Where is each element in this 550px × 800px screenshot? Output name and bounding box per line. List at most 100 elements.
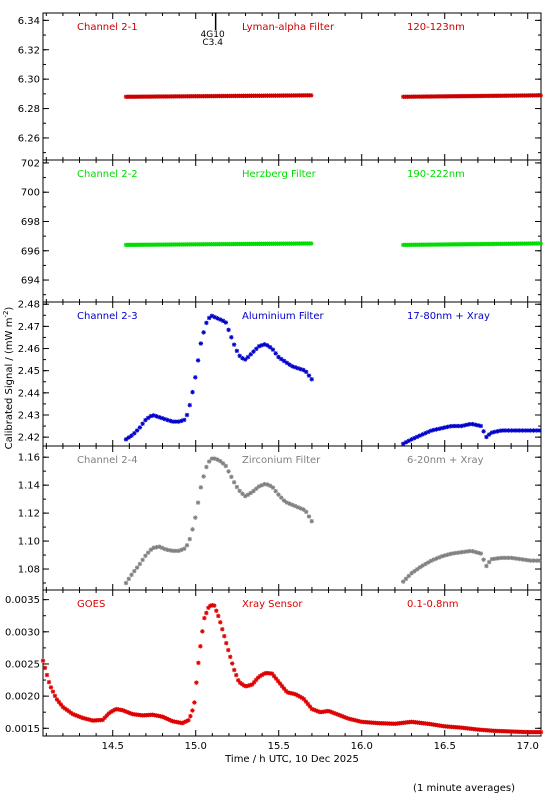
data-point [140, 557, 145, 563]
data-point [190, 708, 195, 713]
data-point [486, 559, 492, 565]
filter-label: Herzberg Filter [242, 169, 317, 180]
panel-1: 6.26 6.28 6.30 6.32 6.34 Channel 2-1 Lyman-alp… [18, 12, 543, 161]
data-point [251, 349, 256, 354]
data-point [245, 354, 251, 360]
x-axis-label: Time / h UTC, 10 Dec 2025 [224, 754, 359, 765]
channel-label: GOES [77, 599, 105, 610]
data-point [192, 700, 197, 705]
data-point [151, 545, 156, 551]
data-point [229, 335, 234, 340]
y-tick-label: 702 [21, 158, 40, 169]
data-point [201, 330, 206, 335]
data-point [226, 469, 231, 474]
data-point [168, 418, 173, 424]
y-tick-label: 696 [21, 246, 40, 257]
data-point [190, 527, 195, 532]
data-point [186, 718, 191, 723]
y-tick-label: 6.28 [18, 104, 40, 115]
band-label: 6-20nm + Xray [407, 455, 484, 466]
data-point [253, 677, 259, 683]
x-tick-label: 16.5 [434, 741, 456, 752]
data-point [187, 402, 192, 408]
data-point [126, 576, 131, 582]
data-point [230, 661, 235, 666]
data-point [208, 603, 213, 608]
data-point [132, 431, 137, 436]
averaging-note: (1 minute averages) [413, 783, 515, 794]
x-tick-label: 15.0 [185, 741, 207, 752]
data-point [187, 536, 192, 542]
data-point [536, 428, 542, 433]
filter-label: Aluminium Filter [242, 311, 325, 322]
data-point [50, 689, 56, 694]
data-point [270, 485, 276, 490]
data-point [184, 543, 190, 548]
panel-4: 1.08 1.10 1.12 1.14 1.16 Channel 2-4 Zirconium… [18, 445, 542, 591]
y-tick-label: 0.0035 [5, 595, 40, 606]
data-point [143, 553, 148, 559]
data-point [200, 629, 205, 634]
data-point [134, 428, 140, 433]
data-point [538, 93, 543, 98]
x-tick-label: 17.0 [517, 741, 539, 752]
data-point [193, 375, 198, 380]
y-tick-label: 1.10 [18, 537, 40, 548]
panel-frame [42, 12, 542, 161]
data-point [248, 490, 253, 496]
data-point [182, 417, 187, 423]
data-point [276, 354, 281, 360]
y-tick-label: 2.44 [18, 388, 40, 399]
data-point [143, 417, 148, 423]
data-point [464, 422, 470, 428]
data-point [212, 603, 217, 608]
data-point [182, 546, 187, 551]
x-tick-label: 15.5 [268, 741, 290, 752]
data-point [44, 672, 50, 678]
data-point [196, 660, 201, 666]
data-point [234, 672, 239, 678]
data-point [495, 429, 500, 434]
y-axis-label-main: Calibrated Signal / (mW m [4, 318, 15, 450]
chart-panels: 6.26 6.28 6.30 6.32 6.34 Channel 2-1 Lyman-alp… [5, 12, 544, 737]
data-point [202, 615, 207, 621]
data-point [137, 561, 143, 567]
data-point [245, 492, 251, 497]
data-point [226, 327, 231, 333]
data-point [448, 551, 453, 557]
data-point [165, 547, 170, 553]
data-point [303, 509, 309, 515]
data-point [279, 495, 284, 500]
data-point [46, 679, 52, 685]
data-point [254, 346, 259, 352]
data-point [270, 347, 276, 352]
data-point [309, 377, 314, 382]
data-point [216, 613, 221, 619]
band-label: 120-123nm [407, 22, 465, 33]
y-tick-label: 6.34 [18, 16, 40, 27]
data-point [276, 492, 281, 497]
filter-label: Lyman-alpha Filter [242, 22, 335, 33]
data-point [168, 548, 173, 553]
data-point [137, 425, 143, 430]
band-label: 17-80nm + Xray [407, 311, 490, 322]
data-point [222, 633, 227, 639]
data-point [184, 412, 190, 418]
data-point [306, 514, 312, 519]
y-axis-label-end: ) [4, 307, 15, 311]
y-tick-label: 698 [21, 217, 40, 228]
data-point [188, 713, 193, 719]
y-tick-label: 2.46 [18, 344, 40, 355]
y-axis-label: Calibrated Signal / (mW m-2) [2, 307, 15, 450]
series-1 [123, 93, 543, 99]
x-tick-label: 16.0 [351, 741, 373, 752]
data-point [48, 685, 54, 690]
y-tick-label: 2.47 [18, 322, 40, 333]
data-point [134, 565, 140, 570]
data-point [229, 474, 234, 480]
data-point [309, 518, 314, 524]
data-point [406, 573, 411, 579]
data-point [198, 485, 204, 490]
data-point [123, 580, 129, 586]
